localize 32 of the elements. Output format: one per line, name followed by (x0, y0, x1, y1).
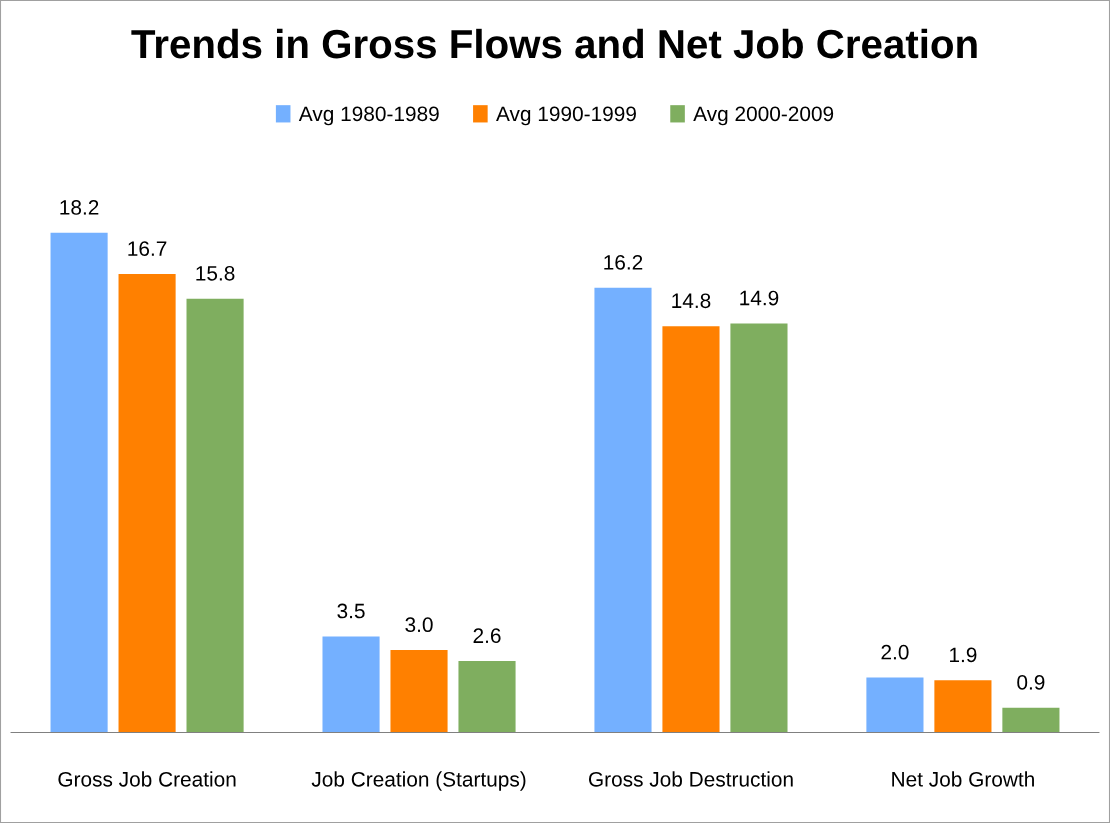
bar (934, 680, 992, 733)
bar (118, 273, 176, 733)
bar (1002, 707, 1060, 733)
data-label: 1.9 (950, 647, 977, 663)
bar (458, 661, 516, 733)
x-tick-label: Net Job Growth (892, 771, 1034, 787)
chart-title: Trends in Gross Flows and Net Job Creation (131, 28, 977, 59)
bar (390, 650, 448, 733)
x-tick-label: Job Creation (Startups) (311, 771, 526, 791)
bar (322, 636, 380, 733)
x-tick-label: Gross Job Creation (58, 771, 236, 787)
data-label: 16.2 (604, 254, 643, 270)
bar (186, 298, 244, 733)
bar (50, 232, 108, 733)
bar (730, 323, 788, 733)
data-label: 15.8 (196, 265, 235, 281)
data-label: 14.9 (740, 290, 779, 306)
legend-label: Avg 2000-2009 (693, 106, 834, 126)
bar (594, 287, 652, 733)
legend-label: Avg 1980-1989 (298, 106, 439, 126)
bar (662, 326, 720, 733)
data-label: 2.6 (473, 628, 501, 644)
data-label: 16.7 (128, 241, 167, 256)
data-label: 14.8 (672, 293, 711, 309)
data-label: 0.9 (1017, 675, 1045, 690)
data-label: 3.5 (337, 603, 365, 619)
x-tick-label: Gross Job Destruction (588, 771, 793, 787)
data-label: 3.0 (405, 617, 433, 633)
data-label: 2.0 (881, 644, 909, 660)
legend-label: Avg 1990-1999 (496, 106, 636, 126)
data-label: 18.2 (60, 200, 99, 215)
bar (866, 677, 924, 733)
